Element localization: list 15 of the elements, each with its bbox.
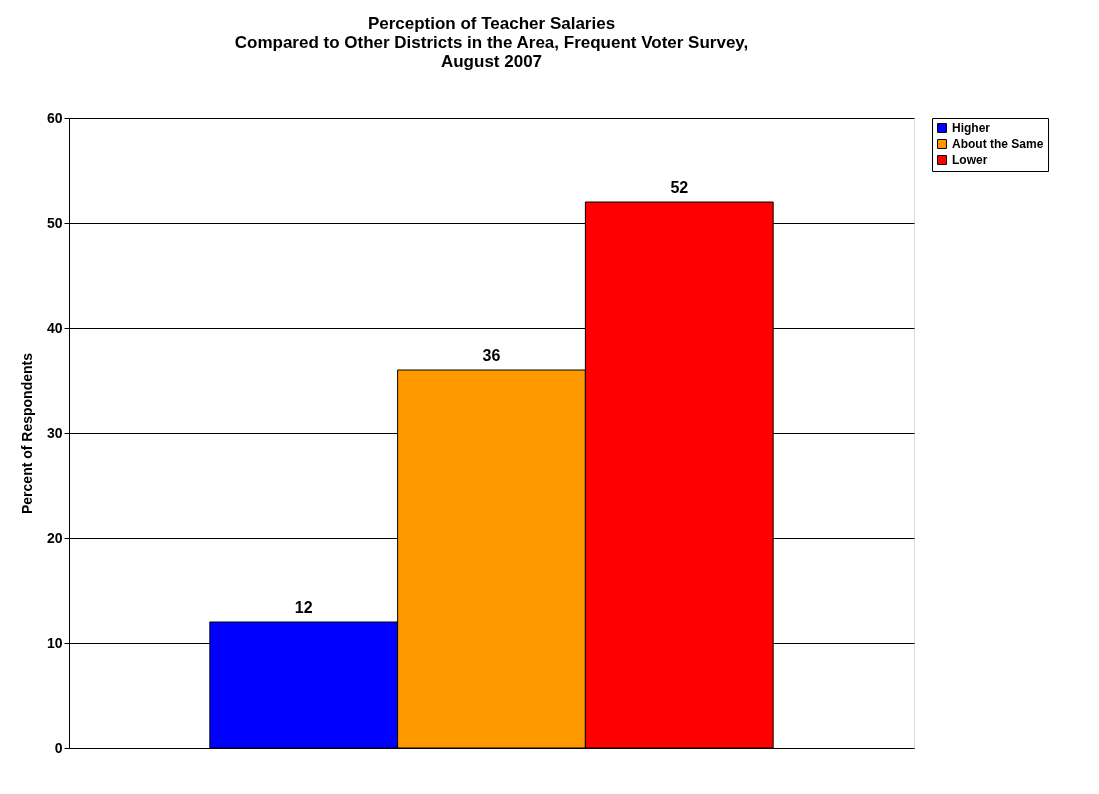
data-label: 52 [670,179,689,196]
data-label: 12 [294,599,313,616]
y-tick-label: 50 [46,214,63,231]
legend-label: About the Same [952,137,1044,151]
y-tick-label: 10 [46,634,63,651]
legend-label: Lower [952,153,988,167]
y-axis-title: Percent of Respondents [18,352,35,515]
chart-title: Perception of Teacher Salaries Compared to Other Districts in the Area, Frequent Voter Survey, August 2007 [234,14,749,71]
y-tick-label: 20 [46,529,63,546]
y-tick-label: 30 [46,424,63,441]
y-tick-label: 0 [54,739,63,756]
data-label: 36 [482,347,501,364]
y-tick-label: 60 [46,109,63,126]
y-tick-label: 40 [46,319,63,336]
legend-label: Higher [952,121,991,135]
